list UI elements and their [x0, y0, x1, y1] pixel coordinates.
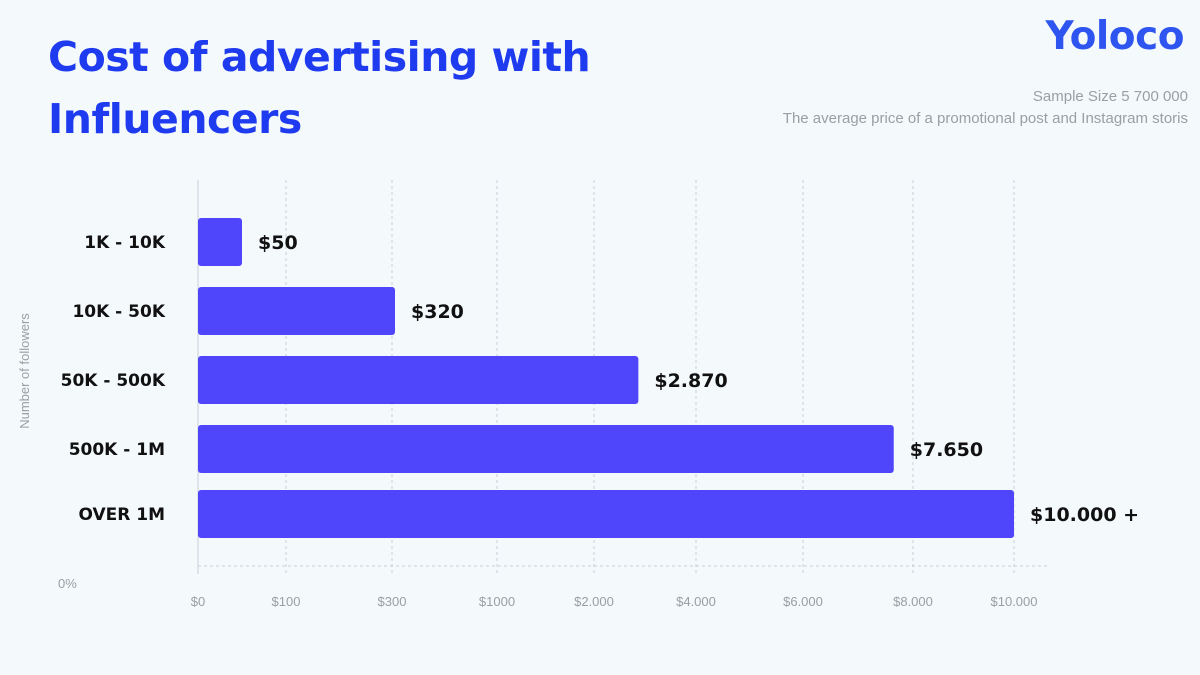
value-label: $7.650: [910, 439, 983, 461]
category-label: 10K - 50K: [72, 302, 165, 322]
bar: [198, 356, 639, 404]
subtitle: Sample Size 5 700 000 The average price …: [783, 86, 1188, 130]
x-tick-label: $1000: [479, 594, 515, 609]
x-tick-label: $2.000: [574, 594, 614, 609]
category-label: 500K - 1M: [69, 440, 165, 460]
x-tick-label: $4.000: [676, 594, 716, 609]
title-line-1: Cost of advertising with: [48, 33, 591, 81]
origin-label: 0%: [58, 576, 77, 591]
sample-size-text: Sample Size 5 700 000: [1032, 88, 1188, 105]
description-text: The average price of a promotional post …: [782, 110, 1188, 127]
brand-logo: Yoloco: [1045, 14, 1184, 59]
x-tick-label: $10.000: [991, 594, 1038, 609]
bar: [198, 218, 242, 266]
category-label: 50K - 500K: [61, 371, 166, 391]
value-label: $10.000 +: [1030, 504, 1139, 526]
title-line-2: Influencers: [48, 95, 302, 143]
value-label: $50: [258, 232, 298, 254]
value-label: $320: [411, 301, 464, 323]
bar: [198, 490, 1014, 538]
category-label: 1K - 10K: [84, 233, 166, 253]
x-tick-label: $6.000: [783, 594, 823, 609]
bar: [198, 425, 894, 473]
bar-layer: [198, 218, 1014, 538]
x-tick-label: $8.000: [893, 594, 933, 609]
bar: [198, 287, 395, 335]
label-layer: $0 $100 $300 $1000 $2.000 $4.000 $6.000 $8.000 $…: [17, 232, 1139, 609]
x-tick-label: $0: [191, 594, 205, 609]
x-tick-label: $300: [378, 594, 407, 609]
value-label: $2.870: [654, 370, 727, 392]
x-tick-label: $100: [272, 594, 301, 609]
category-label: OVER 1M: [78, 505, 165, 525]
y-axis-title: Number of followers: [17, 313, 32, 429]
chart-title: Cost of advertising with Influencers: [48, 26, 591, 150]
